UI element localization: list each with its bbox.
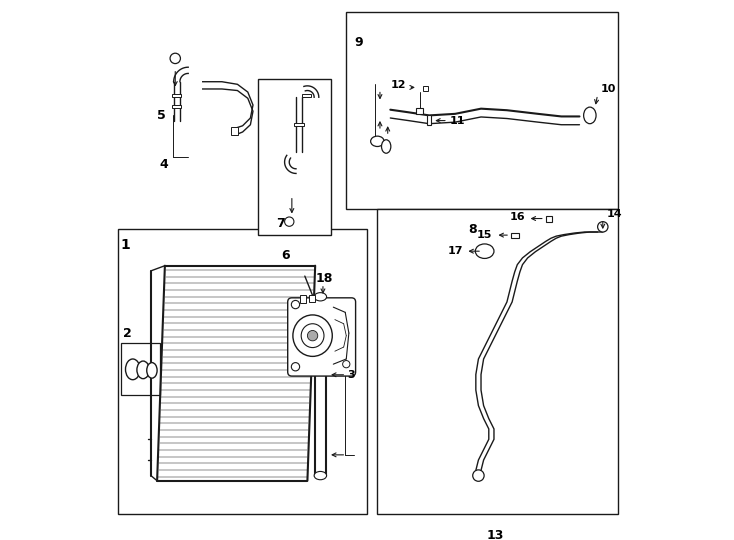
Ellipse shape	[584, 107, 596, 124]
Text: 17: 17	[447, 246, 463, 256]
Ellipse shape	[371, 136, 384, 146]
Ellipse shape	[301, 324, 324, 348]
Bar	[299, 295, 306, 303]
Bar	[118, 230, 367, 515]
Bar	[302, 94, 311, 97]
Bar	[294, 123, 304, 126]
Text: 2: 2	[123, 327, 132, 340]
Bar	[121, 343, 160, 395]
FancyBboxPatch shape	[288, 298, 355, 376]
Text: 18: 18	[315, 272, 333, 285]
Circle shape	[291, 300, 299, 309]
Text: 12: 12	[390, 80, 406, 90]
Text: 3: 3	[347, 370, 355, 380]
Bar	[309, 295, 315, 302]
Bar	[258, 79, 331, 234]
Text: 7: 7	[276, 217, 285, 230]
Circle shape	[597, 221, 608, 232]
Ellipse shape	[382, 140, 390, 153]
Text: 11: 11	[450, 116, 465, 126]
Bar	[511, 233, 520, 238]
Ellipse shape	[126, 359, 140, 380]
Ellipse shape	[308, 330, 318, 341]
Bar	[423, 86, 428, 91]
Text: 1: 1	[121, 238, 131, 252]
Bar	[377, 208, 618, 515]
Ellipse shape	[147, 362, 157, 378]
Bar	[172, 105, 181, 107]
Circle shape	[285, 217, 294, 226]
Bar	[172, 94, 181, 97]
Circle shape	[473, 470, 484, 481]
Bar	[426, 116, 431, 125]
Ellipse shape	[314, 293, 327, 301]
Text: 15: 15	[477, 230, 493, 240]
Ellipse shape	[137, 361, 149, 379]
Bar	[346, 12, 618, 208]
Circle shape	[291, 362, 299, 371]
Text: 13: 13	[486, 529, 504, 540]
Ellipse shape	[293, 315, 333, 356]
Ellipse shape	[314, 471, 327, 480]
Bar	[416, 108, 424, 114]
Text: 5: 5	[157, 109, 166, 122]
Ellipse shape	[476, 244, 494, 259]
Circle shape	[170, 53, 181, 64]
Bar	[230, 127, 238, 135]
Text: 14: 14	[606, 209, 622, 219]
Text: 10: 10	[600, 84, 616, 94]
Text: 4: 4	[160, 158, 168, 171]
Text: 16: 16	[509, 212, 525, 222]
Text: 9: 9	[354, 36, 363, 49]
Text: 6: 6	[282, 249, 290, 262]
Text: 8: 8	[468, 223, 476, 236]
Circle shape	[343, 361, 350, 368]
Bar	[546, 217, 552, 221]
